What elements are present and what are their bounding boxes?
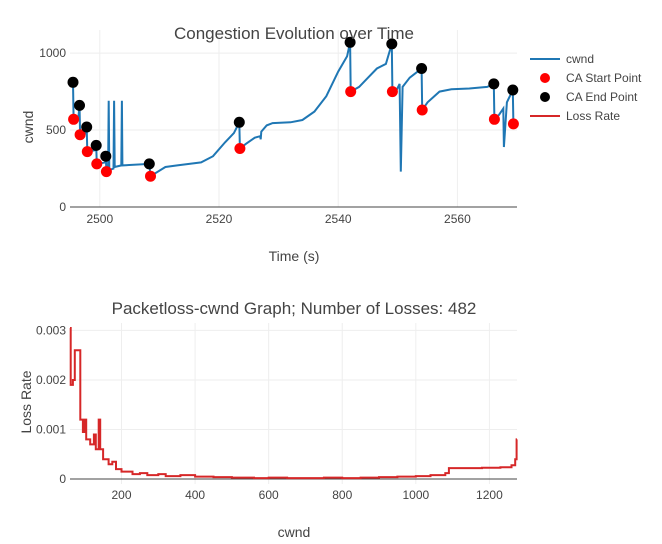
cwnd-series-line [72,42,518,178]
bottom-chart-x-axis-label: cwnd [278,524,311,540]
ca-start-point [234,143,246,154]
ca-end-point [416,63,428,74]
ca-start-point [507,118,519,130]
bottom-chart-x-ticks: 200 400 600 800 1000 1200 [111,488,503,502]
bottom-chart-y-axis-label: Loss Rate [18,370,34,433]
bottom-x-tick-label: 800 [332,488,352,502]
ca-end-point [74,99,85,111]
ca-end-point [143,158,155,170]
legend-item-ca-start[interactable]: CA Start Point [540,71,642,85]
bottom-x-tick-label: 1200 [476,488,503,502]
top-x-tick-label: 2560 [444,212,471,226]
ca-end-point [100,150,112,162]
ca-start-point [386,86,398,98]
bottom-x-tick-label: 600 [259,488,279,502]
legend-ca-start-swatch [540,73,550,83]
ca-start-point [416,104,428,116]
ca-start-point [91,158,103,170]
bottom-x-tick-label: 200 [111,488,131,502]
top-chart-gridlines [70,30,517,208]
ca-end-point [507,84,519,96]
top-chart-y-ticks: 0 500 1000 [39,46,66,214]
top-chart-x-ticks: 2500 2520 2540 2560 [86,212,471,226]
bottom-y-tick-label: 0.001 [36,423,66,437]
bottom-chart-plot-area [69,327,518,480]
bottom-y-tick-label: 0.002 [36,373,66,387]
ca-end-point [386,38,398,50]
loss-rate-series-line [69,327,518,480]
top-x-tick-label: 2520 [206,212,233,226]
ca-end-point [233,116,245,128]
ca-end-point [344,36,356,48]
ca-start-point [145,170,156,182]
ca-end-point [81,121,93,133]
ca-start-point [100,166,112,178]
top-y-tick-label: 0 [59,200,66,214]
ca-start-point [74,129,86,141]
bottom-x-tick-label: 1000 [402,488,429,502]
ca-end-point [488,78,500,90]
bottom-x-tick-label: 400 [185,488,205,502]
bottom-y-tick-label: 0 [59,472,66,486]
ca-start-point [68,113,80,125]
bottom-chart-y-ticks: 0 0.001 0.002 0.003 [36,323,66,486]
legend-item-ca-end[interactable]: CA End Point [540,90,638,104]
legend-ca-end-label: CA End Point [566,90,638,104]
ca-end-point [67,76,79,88]
ca-start-point [81,146,93,158]
bottom-chart-gridlines [70,323,517,484]
top-chart-y-axis-label: cwnd [20,111,36,144]
top-chart-x-axis-label: Time (s) [269,248,320,264]
top-chart-plot-area [67,36,519,182]
top-y-tick-label: 1000 [39,46,66,60]
top-x-tick-label: 2540 [325,212,352,226]
top-chart-title: Congestion Evolution over Time [174,24,414,43]
legend-ca-end-swatch [540,92,550,102]
top-x-tick-label: 2500 [86,212,113,226]
legend-item-cwnd[interactable]: cwnd [530,52,594,66]
legend-cwnd-label: cwnd [566,52,594,66]
legend-ca-start-label: CA Start Point [566,71,642,85]
legend[interactable]: cwnd CA Start Point CA End Point Loss Ra… [530,52,642,123]
top-y-tick-label: 500 [46,123,66,137]
legend-item-loss-rate[interactable]: Loss Rate [530,109,620,123]
bottom-chart-title: Packetloss-cwnd Graph; Number of Losses:… [112,299,477,318]
ca-end-point [90,139,102,151]
ca-start-point [488,113,500,125]
legend-loss-rate-label: Loss Rate [566,109,620,123]
ca-start-point [345,86,357,98]
bottom-y-tick-label: 0.003 [36,323,66,337]
